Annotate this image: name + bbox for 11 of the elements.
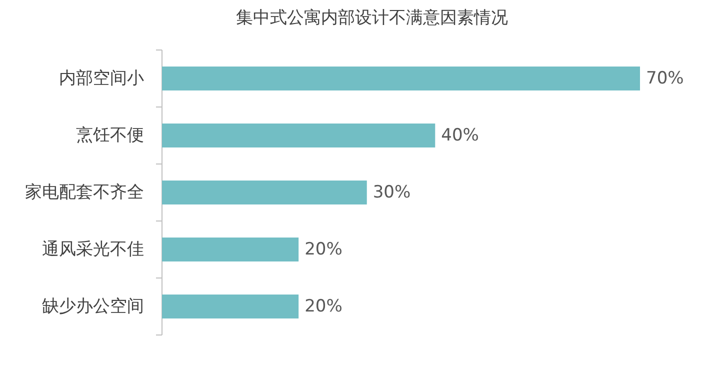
data-label: 30% [372, 182, 411, 202]
y-tick-label: 家电配套不齐全 [25, 182, 144, 202]
y-tick-label: 缺少办公空间 [42, 296, 144, 316]
y-tick-label: 内部空间小 [59, 68, 144, 88]
data-label: 40% [441, 126, 479, 146]
y-tick-label: 通风采光不佳 [42, 240, 144, 260]
data-label: 70% [646, 68, 684, 88]
chart-title: 集中式公寓内部设计不满意因素情况 [236, 8, 508, 28]
data-label: 20% [304, 296, 342, 316]
data-label: 20% [304, 240, 342, 260]
y-tick-label: 烹饪不便 [76, 126, 144, 146]
